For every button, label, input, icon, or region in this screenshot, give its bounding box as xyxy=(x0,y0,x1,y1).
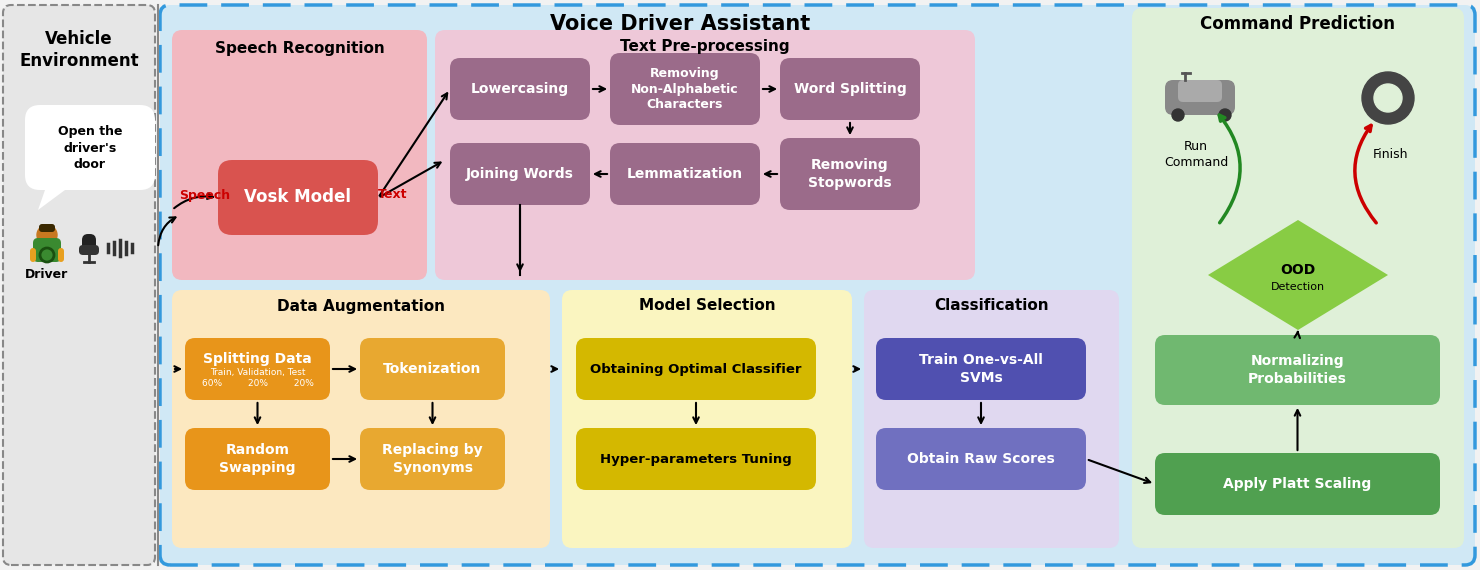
FancyBboxPatch shape xyxy=(81,234,96,252)
Text: Removing
Non-Alphabetic
Characters: Removing Non-Alphabetic Characters xyxy=(630,67,739,112)
Text: Normalizing
Probabilities: Normalizing Probabilities xyxy=(1248,355,1347,386)
FancyBboxPatch shape xyxy=(25,105,155,190)
Text: OOD: OOD xyxy=(1280,263,1316,277)
Polygon shape xyxy=(38,190,65,210)
FancyBboxPatch shape xyxy=(172,290,551,548)
Text: Joining Words: Joining Words xyxy=(466,167,574,181)
FancyBboxPatch shape xyxy=(562,290,852,548)
FancyBboxPatch shape xyxy=(30,248,36,262)
FancyBboxPatch shape xyxy=(576,428,815,490)
FancyBboxPatch shape xyxy=(876,428,1086,490)
Text: Lowercasing: Lowercasing xyxy=(471,82,570,96)
FancyBboxPatch shape xyxy=(3,5,155,565)
FancyBboxPatch shape xyxy=(38,224,55,232)
FancyBboxPatch shape xyxy=(185,338,330,400)
Text: Finish: Finish xyxy=(1372,149,1407,161)
FancyBboxPatch shape xyxy=(58,248,64,262)
FancyBboxPatch shape xyxy=(876,338,1086,400)
FancyBboxPatch shape xyxy=(435,30,975,280)
Text: Model Selection: Model Selection xyxy=(639,299,776,314)
Text: Text: Text xyxy=(379,189,408,202)
Text: Lemmatization: Lemmatization xyxy=(628,167,743,181)
Text: Train One-vs-All
SVMs: Train One-vs-All SVMs xyxy=(919,353,1043,385)
FancyBboxPatch shape xyxy=(1154,335,1440,405)
Text: Voice Driver Assistant: Voice Driver Assistant xyxy=(551,14,810,34)
Text: Hyper-parameters Tuning: Hyper-parameters Tuning xyxy=(599,453,792,466)
FancyBboxPatch shape xyxy=(185,428,330,490)
Circle shape xyxy=(37,225,58,245)
FancyBboxPatch shape xyxy=(610,53,761,125)
Text: Word Splitting: Word Splitting xyxy=(793,82,906,96)
Text: Run
Command: Run Command xyxy=(1163,140,1228,169)
Circle shape xyxy=(1373,84,1402,112)
Text: Speech Recognition: Speech Recognition xyxy=(215,40,385,55)
FancyBboxPatch shape xyxy=(33,238,61,262)
Text: Train, Validation, Test: Train, Validation, Test xyxy=(210,368,305,377)
FancyBboxPatch shape xyxy=(360,338,505,400)
Text: Classification: Classification xyxy=(934,299,1049,314)
FancyBboxPatch shape xyxy=(864,290,1119,548)
FancyBboxPatch shape xyxy=(160,5,1476,565)
FancyBboxPatch shape xyxy=(1165,80,1234,115)
FancyBboxPatch shape xyxy=(218,160,377,235)
Text: Command Prediction: Command Prediction xyxy=(1200,15,1396,33)
FancyBboxPatch shape xyxy=(1132,8,1464,548)
Text: Obtaining Optimal Classifier: Obtaining Optimal Classifier xyxy=(591,363,802,376)
FancyBboxPatch shape xyxy=(450,58,591,120)
Circle shape xyxy=(1172,109,1184,121)
FancyBboxPatch shape xyxy=(360,428,505,490)
Circle shape xyxy=(1220,109,1231,121)
FancyBboxPatch shape xyxy=(1178,80,1222,102)
Text: Replacing by
Synonyms: Replacing by Synonyms xyxy=(382,443,482,475)
Text: Obtain Raw Scores: Obtain Raw Scores xyxy=(907,452,1055,466)
Text: 60%         20%         20%: 60% 20% 20% xyxy=(201,378,314,388)
Text: Apply Platt Scaling: Apply Platt Scaling xyxy=(1224,477,1372,491)
Text: Tokenization: Tokenization xyxy=(383,362,481,376)
FancyBboxPatch shape xyxy=(450,143,591,205)
FancyBboxPatch shape xyxy=(78,245,99,255)
Text: Text Pre-processing: Text Pre-processing xyxy=(620,39,790,54)
FancyBboxPatch shape xyxy=(172,30,428,280)
Text: Open the
driver's
door: Open the driver's door xyxy=(58,125,123,170)
Text: Vehicle
Environment: Vehicle Environment xyxy=(19,30,139,70)
FancyBboxPatch shape xyxy=(610,143,761,205)
Polygon shape xyxy=(1208,220,1388,330)
Circle shape xyxy=(1362,72,1413,124)
Text: Random
Swapping: Random Swapping xyxy=(219,443,296,475)
Text: Vosk Model: Vosk Model xyxy=(244,189,352,206)
Text: Driver: Driver xyxy=(25,267,68,280)
FancyBboxPatch shape xyxy=(780,138,921,210)
FancyBboxPatch shape xyxy=(576,338,815,400)
Text: Removing
Stopwords: Removing Stopwords xyxy=(808,158,892,190)
Text: Detection: Detection xyxy=(1271,282,1325,292)
FancyBboxPatch shape xyxy=(1154,453,1440,515)
Text: Data Augmentation: Data Augmentation xyxy=(277,299,445,314)
Text: Speech: Speech xyxy=(179,189,231,202)
Text: Splitting Data: Splitting Data xyxy=(203,352,312,366)
FancyBboxPatch shape xyxy=(780,58,921,120)
